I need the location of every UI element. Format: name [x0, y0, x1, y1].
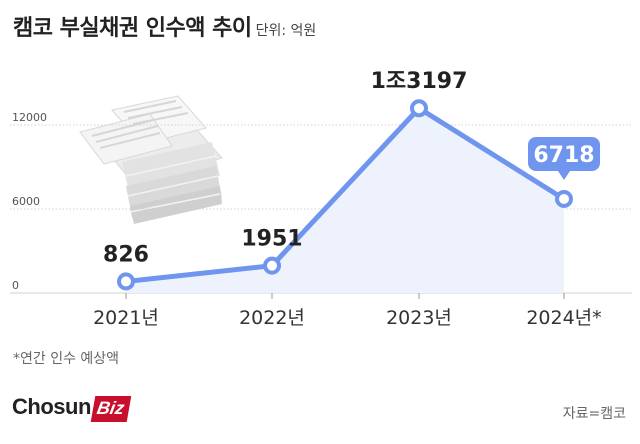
data-point [410, 99, 428, 118]
source-credit: 자료=캠코 [562, 406, 626, 422]
x-tick-label: 2021년 [93, 307, 159, 329]
series-line [123, 105, 567, 284]
brand-name-part1: Chosun [12, 394, 91, 419]
chart-header: 캠코 부실채권 인수액 추이 단위: 억원 [13, 10, 316, 42]
unit-label: 단위: 억원 [255, 23, 317, 39]
y-tick-label: 6000 [12, 195, 40, 208]
data-point [263, 256, 281, 275]
paper-stack-illustration [79, 95, 223, 224]
data-label: 1951 [241, 227, 302, 252]
callout-bubble [528, 136, 600, 180]
data-label: 1조3197 [371, 69, 468, 94]
y-tick-label: 12000 [12, 111, 47, 124]
brand-name-part2: Biz [90, 396, 132, 422]
data-point [555, 189, 573, 208]
brand-logo: Chosun Biz [12, 394, 132, 422]
x-tick-label: 2022년 [239, 307, 305, 329]
chart-title: 캠코 부실채권 인수액 추이 [13, 16, 252, 41]
x-tick-label: 2023년 [386, 307, 452, 329]
area-fill [126, 108, 564, 293]
y-tick-label: 0 [12, 279, 19, 292]
x-tick-label: 2024년* [526, 307, 601, 329]
data-label: 826 [103, 242, 149, 267]
footnote: *연간 인수 예상액 [13, 351, 120, 367]
data-point [117, 272, 135, 291]
data-label: 6718 [533, 143, 594, 168]
